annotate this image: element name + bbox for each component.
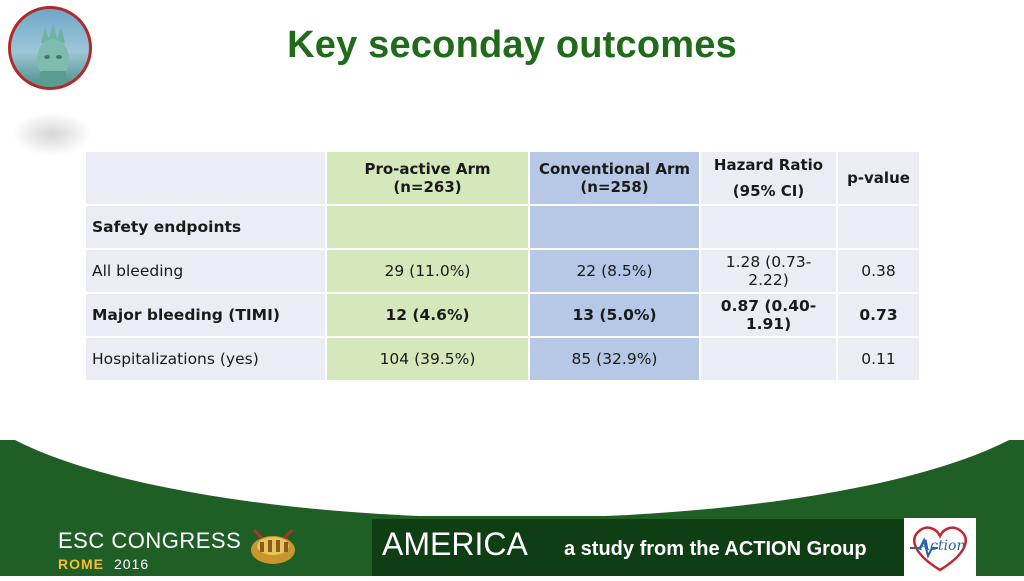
esc-city-name: ROME (58, 556, 104, 572)
row-label: Hospitalizations (yes) (86, 338, 325, 380)
row-pro-value: 29 (11.0%) (327, 250, 528, 292)
row-conv-value: 85 (32.9%) (530, 338, 699, 380)
colosseum-icon (244, 522, 302, 568)
row-hr-value (701, 338, 836, 380)
header-hazard-ratio: Hazard Ratio (95% CI) (701, 152, 836, 204)
row-p-value: 0.73 (838, 294, 919, 336)
section-p-cell (838, 206, 919, 248)
esc-congress-city: ROME 2016 (58, 556, 241, 572)
row-pro-value: 12 (4.6%) (327, 294, 528, 336)
slide-title: Key seconday outcomes (287, 24, 737, 66)
action-logo-text: Action (920, 538, 966, 554)
row-label: Major bleeding (TIMI) (86, 294, 325, 336)
row-pro-value: 104 (39.5%) (327, 338, 528, 380)
study-name: AMERICA (382, 526, 528, 562)
row-hr-value: 1.28 (0.73-2.22) (701, 250, 836, 292)
section-hr-cell (701, 206, 836, 248)
header-conventional-line2: (n=258) (580, 178, 649, 196)
section-conv-cell (530, 206, 699, 248)
table-row: Hospitalizations (yes) 104 (39.5%) 85 (3… (86, 338, 919, 380)
row-p-value: 0.11 (838, 338, 919, 380)
header-conventional: Conventional Arm (n=258) (530, 152, 699, 204)
esc-congress-name: ESC CONGRESS (58, 528, 242, 553)
header-p-value: p-value (838, 152, 919, 204)
section-label: Safety endpoints (86, 206, 325, 248)
study-tagline: a study from the ACTION Group (564, 538, 867, 560)
esc-congress-logo: ESC CONGRESS ROME 2016 (58, 528, 241, 572)
row-conv-value: 22 (8.5%) (530, 250, 699, 292)
esc-year: 2016 (114, 556, 150, 572)
table-header-row: Pro-active Arm (n=263) Conventional Arm … (86, 152, 919, 204)
section-pro-cell (327, 206, 528, 248)
header-hazard-line1: Hazard Ratio (713, 156, 824, 174)
header-empty-cell (86, 152, 325, 204)
action-group-logo (904, 518, 976, 576)
outcomes-table: Pro-active Arm (n=263) Conventional Arm … (84, 150, 921, 382)
row-conv-value: 13 (5.0%) (530, 294, 699, 336)
row-hr-value: 0.87 (0.40-1.91) (701, 294, 836, 336)
statue-of-liberty-logo (8, 6, 92, 90)
table-row: Major bleeding (TIMI) 12 (4.6%) 13 (5.0%… (86, 294, 919, 336)
header-pro-active: Pro-active Arm (n=263) (327, 152, 528, 204)
study-banner (372, 519, 904, 576)
table-row-section: Safety endpoints (86, 206, 919, 248)
header-conventional-line1: Conventional Arm (538, 160, 691, 178)
decorative-shadow (12, 112, 92, 156)
row-p-value: 0.38 (838, 250, 919, 292)
table-row: All bleeding 29 (11.0%) 22 (8.5%) 1.28 (… (86, 250, 919, 292)
row-label: All bleeding (86, 250, 325, 292)
header-hazard-line2: (95% CI) (732, 182, 805, 200)
